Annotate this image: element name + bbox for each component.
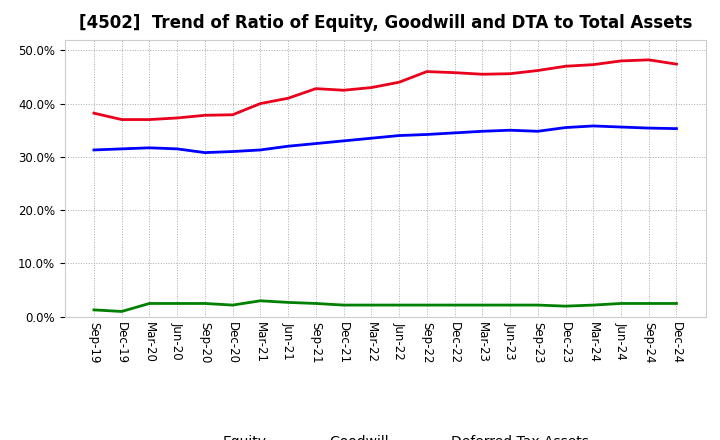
Goodwill bbox=[478, 128, 487, 134]
Goodwill bbox=[89, 147, 98, 153]
Deferred Tax Assets bbox=[478, 302, 487, 308]
Equity bbox=[450, 70, 459, 75]
Equity bbox=[117, 117, 126, 122]
Deferred Tax Assets bbox=[201, 301, 210, 306]
Goodwill bbox=[201, 150, 210, 155]
Goodwill bbox=[672, 126, 681, 131]
Title: [4502]  Trend of Ratio of Equity, Goodwill and DTA to Total Assets: [4502] Trend of Ratio of Equity, Goodwil… bbox=[78, 15, 692, 33]
Goodwill bbox=[644, 125, 653, 131]
Goodwill bbox=[173, 146, 181, 151]
Deferred Tax Assets bbox=[589, 302, 598, 308]
Goodwill bbox=[561, 125, 570, 130]
Goodwill bbox=[450, 130, 459, 136]
Line: Equity: Equity bbox=[94, 60, 677, 120]
Goodwill bbox=[616, 125, 625, 130]
Deferred Tax Assets bbox=[284, 300, 292, 305]
Deferred Tax Assets bbox=[228, 302, 237, 308]
Deferred Tax Assets bbox=[672, 301, 681, 306]
Equity bbox=[256, 101, 265, 106]
Deferred Tax Assets bbox=[145, 301, 154, 306]
Equity bbox=[644, 57, 653, 62]
Equity bbox=[395, 80, 403, 85]
Goodwill bbox=[256, 147, 265, 153]
Equity bbox=[367, 85, 376, 90]
Goodwill bbox=[284, 143, 292, 149]
Deferred Tax Assets bbox=[339, 302, 348, 308]
Goodwill bbox=[312, 141, 320, 146]
Line: Goodwill: Goodwill bbox=[94, 126, 677, 153]
Equity bbox=[312, 86, 320, 91]
Equity bbox=[339, 88, 348, 93]
Deferred Tax Assets bbox=[367, 302, 376, 308]
Equity bbox=[89, 110, 98, 116]
Deferred Tax Assets bbox=[534, 302, 542, 308]
Deferred Tax Assets bbox=[117, 309, 126, 314]
Deferred Tax Assets bbox=[89, 307, 98, 312]
Equity bbox=[284, 95, 292, 101]
Goodwill bbox=[228, 149, 237, 154]
Goodwill bbox=[534, 128, 542, 134]
Equity bbox=[534, 68, 542, 73]
Deferred Tax Assets bbox=[450, 302, 459, 308]
Equity bbox=[616, 58, 625, 63]
Deferred Tax Assets bbox=[644, 301, 653, 306]
Goodwill bbox=[367, 136, 376, 141]
Line: Deferred Tax Assets: Deferred Tax Assets bbox=[94, 301, 677, 312]
Legend: Equity, Goodwill, Deferred Tax Assets: Equity, Goodwill, Deferred Tax Assets bbox=[176, 429, 595, 440]
Equity bbox=[228, 112, 237, 117]
Equity bbox=[423, 69, 431, 74]
Equity bbox=[505, 71, 514, 77]
Deferred Tax Assets bbox=[312, 301, 320, 306]
Deferred Tax Assets bbox=[256, 298, 265, 304]
Goodwill bbox=[145, 145, 154, 150]
Equity bbox=[589, 62, 598, 67]
Deferred Tax Assets bbox=[173, 301, 181, 306]
Goodwill bbox=[505, 128, 514, 133]
Goodwill bbox=[117, 146, 126, 151]
Deferred Tax Assets bbox=[505, 302, 514, 308]
Deferred Tax Assets bbox=[561, 304, 570, 309]
Equity bbox=[145, 117, 154, 122]
Goodwill bbox=[423, 132, 431, 137]
Goodwill bbox=[589, 123, 598, 128]
Deferred Tax Assets bbox=[616, 301, 625, 306]
Equity bbox=[672, 62, 681, 67]
Goodwill bbox=[339, 138, 348, 143]
Deferred Tax Assets bbox=[395, 302, 403, 308]
Equity bbox=[173, 115, 181, 121]
Equity bbox=[478, 72, 487, 77]
Goodwill bbox=[395, 133, 403, 138]
Equity bbox=[201, 113, 210, 118]
Deferred Tax Assets bbox=[423, 302, 431, 308]
Equity bbox=[561, 64, 570, 69]
